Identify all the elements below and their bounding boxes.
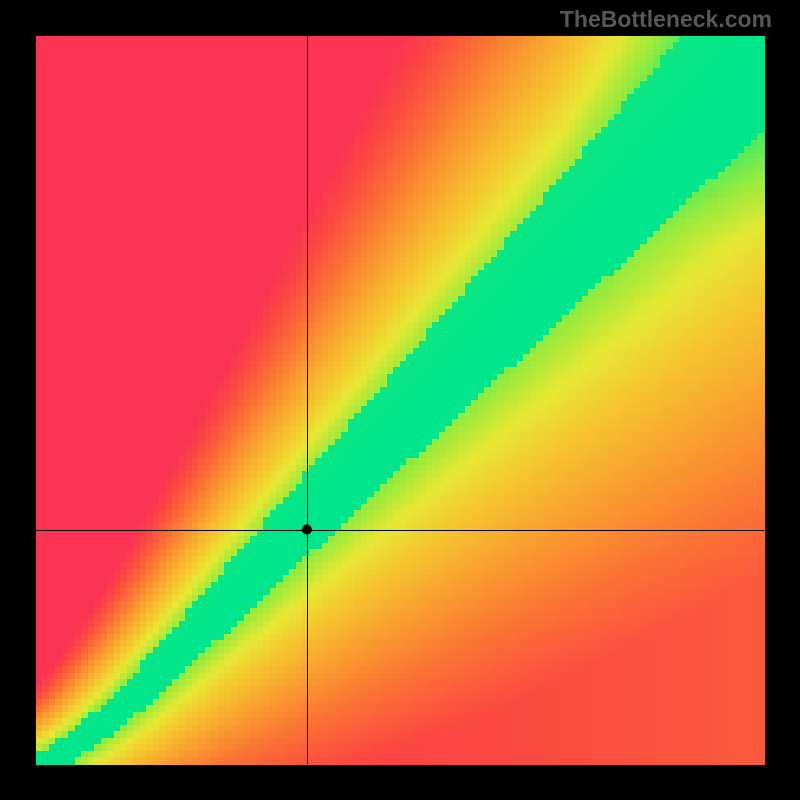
watermark-text: TheBottleneck.com [560, 6, 772, 33]
chart-container: TheBottleneck.com [0, 0, 800, 800]
heatmap-canvas [0, 0, 800, 800]
